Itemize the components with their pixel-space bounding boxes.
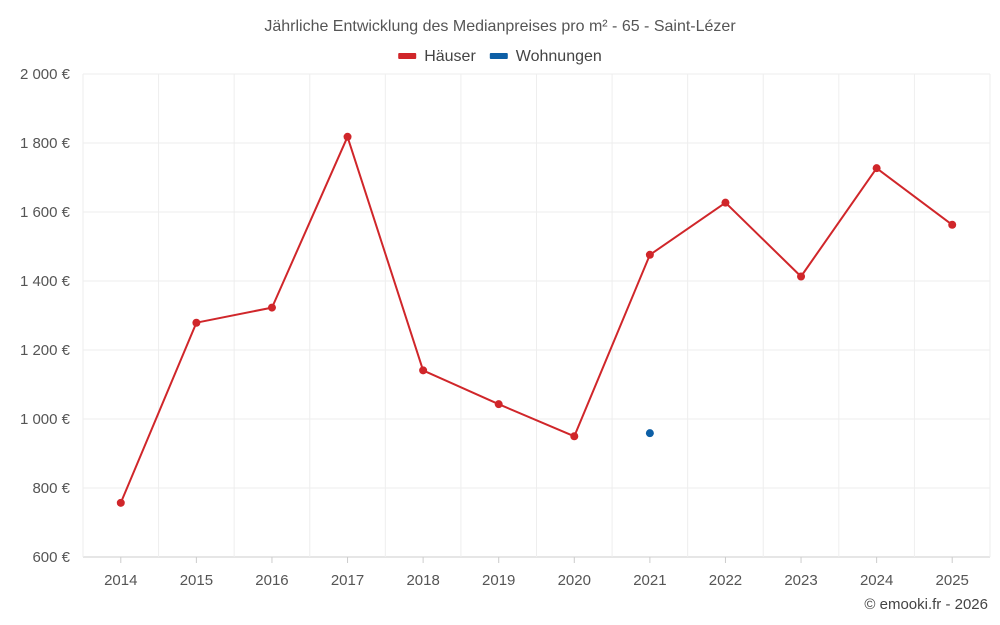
y-tick-label: 600 € [32,549,70,566]
legend-swatch [489,53,508,59]
y-tick-label: 2 000 € [20,66,71,83]
x-tick-label: 2015 [180,572,213,589]
y-tick-label: 1 200 € [20,342,71,359]
credit-text: © emooki.fr - 2026 [864,596,988,613]
data-point[interactable] [267,303,276,312]
legend: Häuser Wohnungen [398,48,602,65]
legend-item[interactable]: Wohnungen [489,48,602,65]
x-tick-label: 2022 [709,572,742,589]
x-tick-label: 2016 [255,572,288,589]
legend-item[interactable]: Häuser [398,48,476,65]
data-point[interactable] [721,198,730,207]
data-point[interactable] [343,132,352,141]
grid-lines [82,73,991,558]
data-point[interactable] [872,164,881,173]
legend-label: Wohnungen [516,48,602,65]
axes: 600 € 800 € 1 000 € 1 200 € 1 400 € 1 600 € 1 … [20,66,969,589]
x-tick-label: 2024 [860,572,893,589]
x-tick-label: 2014 [104,572,137,589]
legend-swatch [398,53,417,59]
x-tick-label: 2017 [331,572,364,589]
data-point[interactable] [570,432,579,441]
data-point[interactable] [192,318,201,327]
x-tick-label: 2025 [936,572,969,589]
data-point[interactable] [797,272,806,281]
series-points [116,132,957,507]
x-tick-label: 2023 [784,572,817,589]
series-lines [119,135,953,504]
data-point[interactable] [645,250,654,259]
y-tick-label: 1 600 € [20,204,71,221]
legend-label: Häuser [424,48,476,65]
data-point[interactable] [948,220,957,229]
x-tick-label: 2018 [406,572,439,589]
data-point[interactable] [494,400,503,409]
y-tick-label: 1 000 € [20,411,71,428]
y-tick-label: 1 400 € [20,273,71,290]
y-tick-label: 1 800 € [20,135,71,152]
data-point[interactable] [419,366,428,375]
x-tick-label: 2020 [558,572,591,589]
chart-title: Jährliche Entwicklung des Medianpreises … [264,18,736,35]
x-tick-label: 2019 [482,572,515,589]
y-tick-label: 800 € [32,480,70,497]
series-line-0 [119,135,953,504]
data-point[interactable] [645,429,654,438]
x-tick-label: 2021 [633,572,666,589]
data-point[interactable] [116,498,125,507]
